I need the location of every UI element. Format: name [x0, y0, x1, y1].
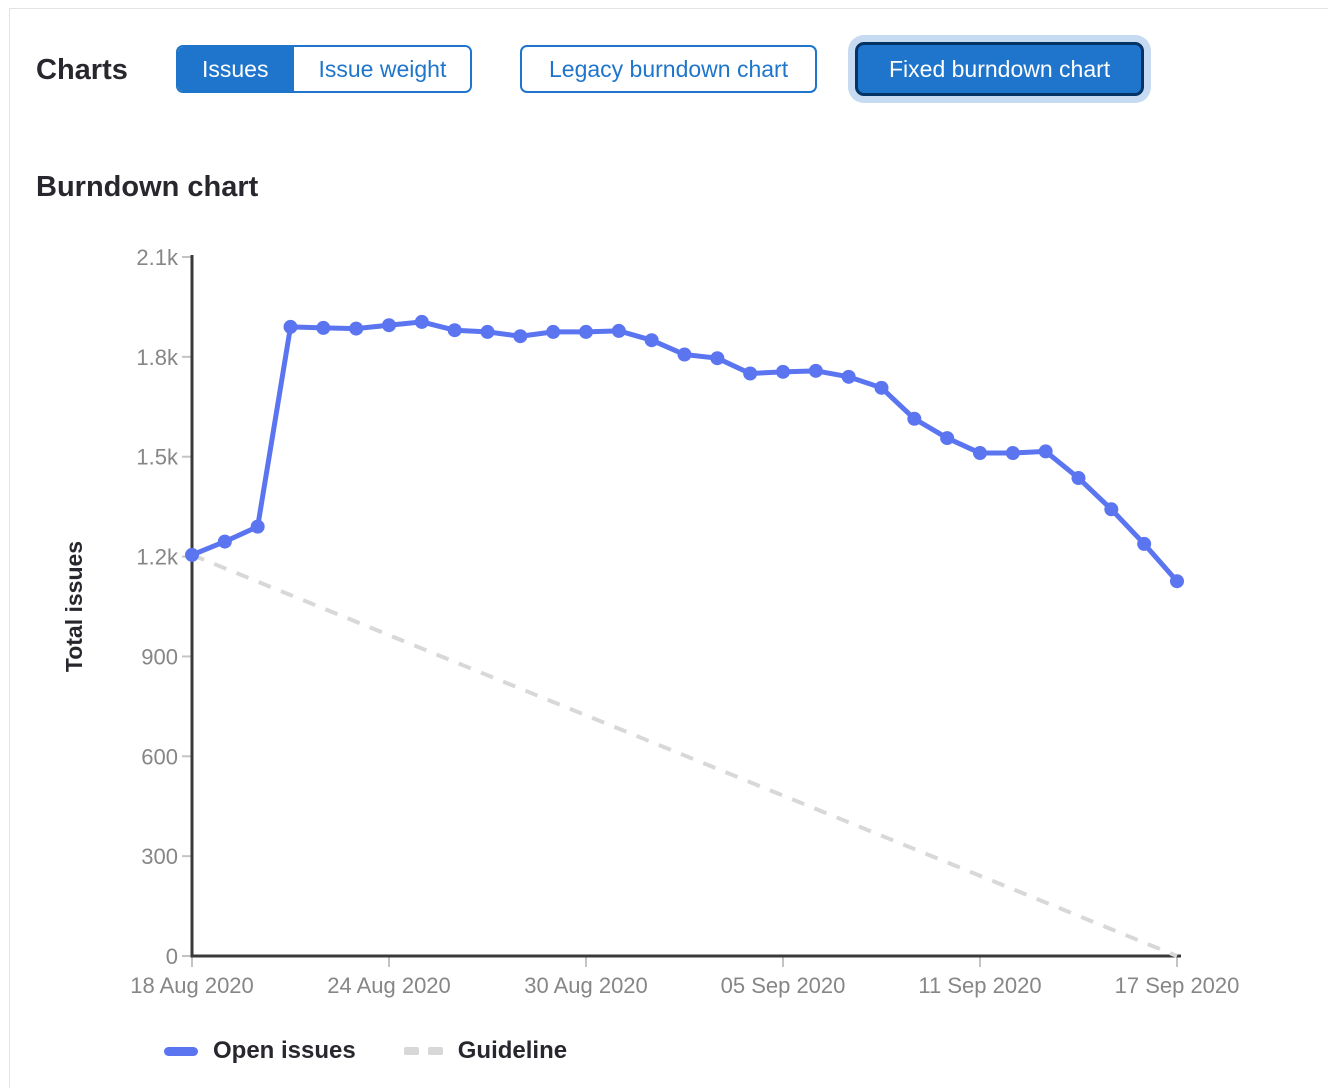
open-issues-point[interactable]: [841, 369, 856, 384]
issue-type-toggle: Issues Issue weight: [176, 45, 473, 93]
charts-label: Charts: [36, 54, 128, 86]
open-issues-point[interactable]: [743, 366, 758, 381]
open-issues-point[interactable]: [1005, 446, 1020, 461]
open-issues-point[interactable]: [1104, 502, 1119, 517]
open-issues-point[interactable]: [940, 431, 955, 446]
y-tick-label: 1.5k: [136, 445, 179, 470]
open-issues-point[interactable]: [349, 321, 364, 336]
open-issues-point[interactable]: [677, 347, 692, 362]
y-tick-label: 300: [141, 844, 178, 869]
section-title: Burndown chart: [36, 171, 259, 203]
top-divider: [9, 8, 1328, 9]
open-issues-point[interactable]: [546, 324, 561, 339]
legend-item-open-issues[interactable]: Open issues: [164, 1037, 356, 1065]
open-issues-point[interactable]: [414, 314, 429, 329]
y-tick-label: 1.8k: [136, 345, 179, 370]
open-issues-point[interactable]: [217, 534, 232, 549]
y-tick-label: 1.2k: [136, 545, 179, 570]
guideline-series[interactable]: [191, 553, 1178, 958]
open-issues-point[interactable]: [611, 323, 626, 338]
x-tick-label: 05 Sep 2020: [721, 973, 846, 998]
open-issues-point[interactable]: [513, 329, 528, 344]
guideline-swatch: [403, 1047, 443, 1055]
x-tick-label: 30 Aug 2020: [524, 973, 648, 998]
open-issues-point[interactable]: [973, 446, 987, 461]
x-tick-label: 11 Sep 2020: [918, 973, 1041, 998]
toggle-issues-button[interactable]: Issues: [178, 47, 293, 91]
legend-item-guideline[interactable]: Guideline: [403, 1037, 568, 1065]
open-issues-point[interactable]: [710, 351, 725, 366]
open-issues-point[interactable]: [316, 320, 331, 335]
x-tick-label: 24 Aug 2020: [327, 973, 451, 998]
y-tick-label: 600: [141, 744, 178, 769]
open-issues-point[interactable]: [382, 318, 396, 333]
open-issues-point[interactable]: [579, 324, 593, 339]
open-issues-point[interactable]: [1071, 471, 1086, 486]
y-tick-label: 0: [166, 944, 178, 969]
open-issues-point[interactable]: [1170, 574, 1184, 589]
open-issues-point[interactable]: [776, 364, 790, 379]
open-issues-point[interactable]: [447, 323, 462, 338]
open-issues-swatch: [164, 1046, 198, 1056]
open-issues-point[interactable]: [283, 319, 298, 334]
x-tick-label: 18 Aug 2020: [130, 973, 254, 998]
open-issues-point[interactable]: [250, 519, 265, 534]
guideline-line: [191, 553, 1178, 958]
open-issues-point[interactable]: [808, 363, 823, 378]
open-issues-point[interactable]: [874, 380, 889, 395]
open-issues-series[interactable]: [185, 314, 1184, 589]
chart-legend: Open issues Guideline: [164, 1035, 567, 1067]
legacy-burndown-chart-button[interactable]: Legacy burndown chart: [520, 45, 818, 93]
y-axis-title: Total issues: [61, 541, 87, 672]
legend-label: Open issues: [213, 1037, 356, 1064]
left-divider: [9, 8, 10, 1088]
legend-label: Guideline: [457, 1037, 568, 1064]
open-issues-point[interactable]: [1137, 536, 1152, 551]
y-tick-label: 900: [141, 644, 178, 669]
toggle-issue-weight-button[interactable]: Issue weight: [292, 47, 471, 91]
open-issues-point[interactable]: [185, 547, 199, 562]
open-issues-point[interactable]: [1038, 444, 1053, 459]
open-issues-point[interactable]: [644, 333, 659, 348]
open-issues-point[interactable]: [480, 324, 495, 339]
fixed-burndown-chart-button[interactable]: Fixed burndown chart: [855, 42, 1145, 96]
chart-axes: 0 300 600 900 1.2k 1.5k 1.8k 2.1k 18 Aug 2020 24 …: [61, 245, 1239, 998]
y-tick-label: 2.1k: [136, 245, 179, 270]
open-issues-point[interactable]: [907, 411, 922, 426]
x-tick-label: 17 Sep 2020: [1115, 973, 1240, 998]
